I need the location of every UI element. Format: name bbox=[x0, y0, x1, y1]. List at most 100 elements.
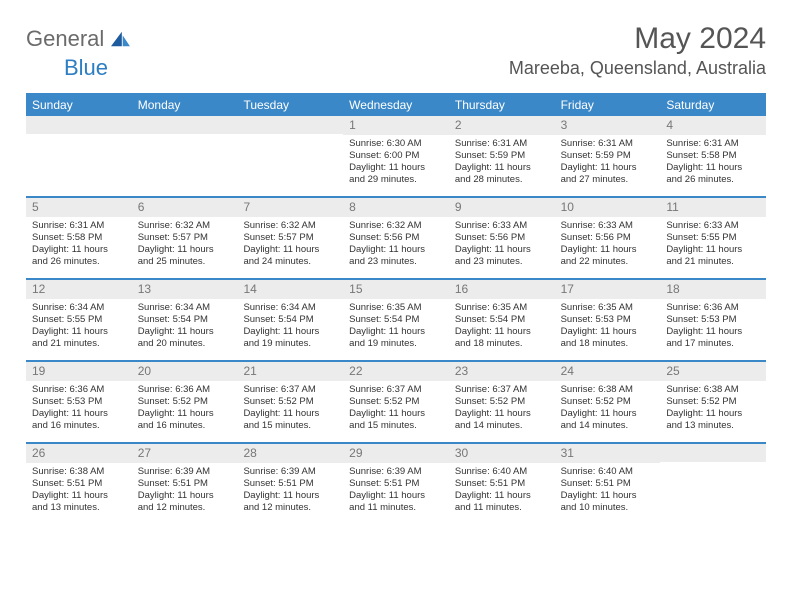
day-number: 18 bbox=[666, 282, 679, 296]
sunrise-line: Sunrise: 6:33 AM bbox=[666, 220, 760, 232]
day-number-wrap: 27 bbox=[132, 444, 238, 463]
daylight-line: Daylight: 11 hours and 14 minutes. bbox=[561, 408, 655, 432]
day-header-cell: Saturday bbox=[660, 93, 766, 116]
day-body: Sunrise: 6:39 AMSunset: 5:51 PMDaylight:… bbox=[132, 463, 238, 520]
logo: General bbox=[26, 26, 134, 52]
sunrise-line: Sunrise: 6:37 AM bbox=[243, 384, 337, 396]
day-body: Sunrise: 6:36 AMSunset: 5:52 PMDaylight:… bbox=[132, 381, 238, 438]
day-number: 31 bbox=[561, 446, 574, 460]
calendar: SundayMondayTuesdayWednesdayThursdayFrid… bbox=[26, 93, 766, 524]
day-number: 23 bbox=[455, 364, 468, 378]
day-header-cell: Sunday bbox=[26, 93, 132, 116]
month-title: May 2024 bbox=[509, 22, 766, 56]
day-body: Sunrise: 6:34 AMSunset: 5:55 PMDaylight:… bbox=[26, 299, 132, 356]
daylight-line: Daylight: 11 hours and 26 minutes. bbox=[666, 162, 760, 186]
sunset-line: Sunset: 5:53 PM bbox=[666, 314, 760, 326]
page: General May 2024 Mareeba, Queensland, Au… bbox=[0, 0, 792, 524]
daylight-line: Daylight: 11 hours and 28 minutes. bbox=[455, 162, 549, 186]
day-cell: 6 Sunrise: 6:32 AMSunset: 5:57 PMDaylight… bbox=[132, 198, 238, 278]
day-number-wrap: 30 bbox=[449, 444, 555, 463]
day-body: Sunrise: 6:37 AMSunset: 5:52 PMDaylight:… bbox=[449, 381, 555, 438]
daylight-line: Daylight: 11 hours and 22 minutes. bbox=[561, 244, 655, 268]
daylight-line: Daylight: 11 hours and 11 minutes. bbox=[349, 490, 443, 514]
day-number-wrap: 21 bbox=[237, 362, 343, 381]
sunrise-line: Sunrise: 6:36 AM bbox=[666, 302, 760, 314]
daylight-line: Daylight: 11 hours and 23 minutes. bbox=[455, 244, 549, 268]
sunrise-line: Sunrise: 6:35 AM bbox=[349, 302, 443, 314]
daylight-line: Daylight: 11 hours and 21 minutes. bbox=[666, 244, 760, 268]
day-number-wrap: 18 bbox=[660, 280, 766, 299]
day-body: Sunrise: 6:32 AMSunset: 5:57 PMDaylight:… bbox=[132, 217, 238, 274]
day-cell: 19Sunrise: 6:36 AMSunset: 5:53 PMDayligh… bbox=[26, 362, 132, 442]
day-body: Sunrise: 6:34 AMSunset: 5:54 PMDaylight:… bbox=[237, 299, 343, 356]
day-number: 7 bbox=[243, 200, 250, 214]
day-number-wrap: 26 bbox=[26, 444, 132, 463]
day-number-wrap: 20 bbox=[132, 362, 238, 381]
day-number-wrap: 11 bbox=[660, 198, 766, 217]
day-cell bbox=[132, 116, 238, 196]
sunset-line: Sunset: 5:58 PM bbox=[666, 150, 760, 162]
day-number-wrap: 16 bbox=[449, 280, 555, 299]
day-number-wrap: 14 bbox=[237, 280, 343, 299]
daylight-line: Daylight: 11 hours and 11 minutes. bbox=[455, 490, 549, 514]
day-number-wrap: 24 bbox=[555, 362, 661, 381]
daylight-line: Daylight: 11 hours and 18 minutes. bbox=[561, 326, 655, 350]
sunrise-line: Sunrise: 6:35 AM bbox=[455, 302, 549, 314]
daylight-line: Daylight: 11 hours and 13 minutes. bbox=[666, 408, 760, 432]
sunset-line: Sunset: 5:53 PM bbox=[561, 314, 655, 326]
day-cell: 16Sunrise: 6:35 AMSunset: 5:54 PMDayligh… bbox=[449, 280, 555, 360]
sunrise-line: Sunrise: 6:40 AM bbox=[455, 466, 549, 478]
sunset-line: Sunset: 5:54 PM bbox=[138, 314, 232, 326]
day-header-cell: Thursday bbox=[449, 93, 555, 116]
calendar-body: 1Sunrise: 6:30 AMSunset: 6:00 PMDaylight… bbox=[26, 116, 766, 524]
sunset-line: Sunset: 5:54 PM bbox=[243, 314, 337, 326]
day-body: Sunrise: 6:38 AMSunset: 5:51 PMDaylight:… bbox=[26, 463, 132, 520]
sunset-line: Sunset: 5:55 PM bbox=[666, 232, 760, 244]
day-body: Sunrise: 6:32 AMSunset: 5:57 PMDaylight:… bbox=[237, 217, 343, 274]
week-row: 5Sunrise: 6:31 AMSunset: 5:58 PMDaylight… bbox=[26, 196, 766, 278]
daylight-line: Daylight: 11 hours and 21 minutes. bbox=[32, 326, 126, 350]
day-number-wrap: 10 bbox=[555, 198, 661, 217]
day-number: 27 bbox=[138, 446, 151, 460]
day-cell: 21Sunrise: 6:37 AMSunset: 5:52 PMDayligh… bbox=[237, 362, 343, 442]
day-cell: 31Sunrise: 6:40 AMSunset: 5:51 PMDayligh… bbox=[555, 444, 661, 524]
day-cell: 17Sunrise: 6:35 AMSunset: 5:53 PMDayligh… bbox=[555, 280, 661, 360]
sunrise-line: Sunrise: 6:32 AM bbox=[138, 220, 232, 232]
day-cell: 22Sunrise: 6:37 AMSunset: 5:52 PMDayligh… bbox=[343, 362, 449, 442]
day-cell: 26 Sunrise: 6:38 AMSunset: 5:51 PMDayligh… bbox=[26, 444, 132, 524]
day-cell: 23 Sunrise: 6:37 AMSunset: 5:52 PMDayligh… bbox=[449, 362, 555, 442]
day-number-wrap: 31 bbox=[555, 444, 661, 463]
sunrise-line: Sunrise: 6:31 AM bbox=[32, 220, 126, 232]
day-number-wrap: 12 bbox=[26, 280, 132, 299]
sunrise-line: Sunrise: 6:33 AM bbox=[455, 220, 549, 232]
day-number: 6 bbox=[138, 200, 145, 214]
day-number-wrap: 22 bbox=[343, 362, 449, 381]
sunset-line: Sunset: 5:56 PM bbox=[349, 232, 443, 244]
sunrise-line: Sunrise: 6:36 AM bbox=[32, 384, 126, 396]
daylight-line: Daylight: 11 hours and 10 minutes. bbox=[561, 490, 655, 514]
daylight-line: Daylight: 11 hours and 12 minutes. bbox=[243, 490, 337, 514]
day-body: Sunrise: 6:35 AMSunset: 5:54 PMDaylight:… bbox=[343, 299, 449, 356]
day-number: 26 bbox=[32, 446, 45, 460]
sunset-line: Sunset: 6:00 PM bbox=[349, 150, 443, 162]
day-body: Sunrise: 6:37 AMSunset: 5:52 PMDaylight:… bbox=[237, 381, 343, 438]
day-cell bbox=[26, 116, 132, 196]
sunrise-line: Sunrise: 6:39 AM bbox=[138, 466, 232, 478]
sunrise-line: Sunrise: 6:33 AM bbox=[561, 220, 655, 232]
day-body: Sunrise: 6:36 AMSunset: 5:53 PMDaylight:… bbox=[660, 299, 766, 356]
day-number-wrap: 15 bbox=[343, 280, 449, 299]
day-number: 11 bbox=[666, 200, 678, 214]
daylight-line: Daylight: 11 hours and 27 minutes. bbox=[561, 162, 655, 186]
sunset-line: Sunset: 5:54 PM bbox=[455, 314, 549, 326]
sunrise-line: Sunrise: 6:36 AM bbox=[138, 384, 232, 396]
day-cell: 12Sunrise: 6:34 AMSunset: 5:55 PMDayligh… bbox=[26, 280, 132, 360]
day-cell: 13Sunrise: 6:34 AMSunset: 5:54 PMDayligh… bbox=[132, 280, 238, 360]
week-row: 1Sunrise: 6:30 AMSunset: 6:00 PMDaylight… bbox=[26, 116, 766, 196]
day-number: 24 bbox=[561, 364, 574, 378]
day-header-row: SundayMondayTuesdayWednesdayThursdayFrid… bbox=[26, 93, 766, 116]
day-number-wrap: 6 bbox=[132, 198, 238, 217]
day-number-wrap: 29 bbox=[343, 444, 449, 463]
sunrise-line: Sunrise: 6:34 AM bbox=[243, 302, 337, 314]
week-row: 19Sunrise: 6:36 AMSunset: 5:53 PMDayligh… bbox=[26, 360, 766, 442]
daylight-line: Daylight: 11 hours and 19 minutes. bbox=[349, 326, 443, 350]
